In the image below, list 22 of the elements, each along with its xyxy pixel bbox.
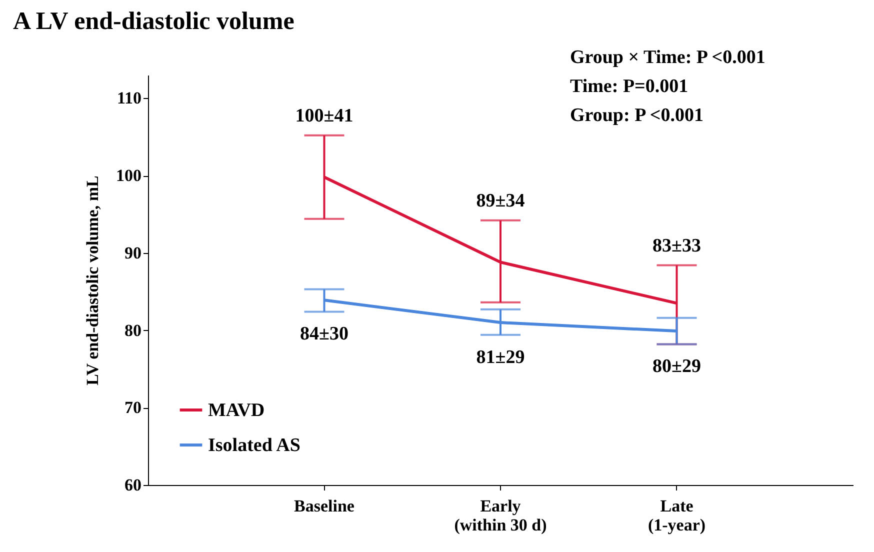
data-label: 83±33 xyxy=(652,235,701,256)
x-tick-label: Late (1-year) xyxy=(648,496,706,534)
y-tick-label: 80 xyxy=(124,320,142,340)
y-tick-label: 110 xyxy=(116,88,142,108)
data-label: 80±29 xyxy=(652,356,701,378)
data-label: 100±41 xyxy=(295,105,354,126)
text: Group × Time: P <0.001 xyxy=(570,47,766,68)
annotation: Group: P <0.001 xyxy=(570,105,704,126)
data-label: 84±30 xyxy=(300,324,348,345)
y-axis-title: LV end-diastolic volume, mL xyxy=(83,176,102,386)
x-tick-label: Baseline xyxy=(294,496,355,516)
x-tick-label: Early (within 30 d) xyxy=(454,496,547,534)
legend-label: Isolated AS xyxy=(208,435,300,456)
chart-title: A LV end-diastolic volume xyxy=(13,8,294,35)
annotation: Time: P=0.001 xyxy=(570,76,688,97)
y-tick-label: 100 xyxy=(116,166,142,186)
legend-label: MAVD xyxy=(208,400,265,421)
data-label: 81±29 xyxy=(476,346,525,368)
data-label: 89±34 xyxy=(476,190,526,212)
y-tick-label: 60 xyxy=(124,476,142,494)
y-tick-label: 90 xyxy=(124,243,142,262)
y-tick-label: 70 xyxy=(124,398,142,418)
